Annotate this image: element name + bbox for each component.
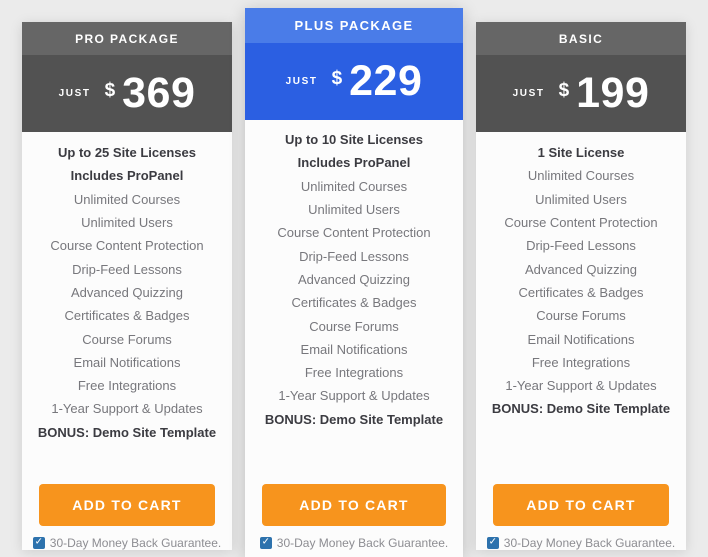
feature-item: Certificates & Badges xyxy=(291,295,417,311)
feature-item: Unlimited Courses xyxy=(527,168,635,184)
card-footer: ADD TO CART ✓ 30-Day Money Back Guarante… xyxy=(245,484,463,550)
plan-name: PRO PACKAGE xyxy=(75,31,179,46)
feature-item: Course Content Protection xyxy=(504,215,658,231)
feature-item: Course Forums xyxy=(309,318,399,334)
price-amount: 199 xyxy=(576,69,650,117)
feature-item: Drip-Feed Lessons xyxy=(72,261,182,277)
price-prefix: JUST xyxy=(512,88,545,99)
pricing-card-basic: BASIC JUST $ 199 1 Site License Unlimited… xyxy=(476,22,686,550)
feature-item: BONUS: Demo Site Template xyxy=(264,411,444,427)
guarantee-label: 30-Day Money Back Guarantee. xyxy=(503,536,676,550)
feature-item: Free Integrations xyxy=(304,365,404,381)
price-band: JUST $ 229 xyxy=(245,43,463,120)
pricing-card-pro: PRO PACKAGE JUST $ 369 Up to 25 Site Lic… xyxy=(22,22,232,550)
guarantee-label: 30-Day Money Back Guarantee. xyxy=(276,536,449,550)
feature-item: Course Content Protection xyxy=(277,225,431,241)
plan-header: PRO PACKAGE xyxy=(22,22,232,55)
feature-item: Drip-Feed Lessons xyxy=(299,248,409,264)
add-to-cart-button[interactable]: ADD TO CART xyxy=(493,484,669,526)
feature-item: Course Forums xyxy=(82,331,172,347)
feature-item: Up to 10 Site Licenses xyxy=(285,132,423,148)
price-band: JUST $ 199 xyxy=(476,55,686,132)
guarantee-row: ✓ 30-Day Money Back Guarantee. xyxy=(245,536,463,550)
feature-item: Email Notifications xyxy=(527,331,635,347)
feature-item: Includes ProPanel xyxy=(70,168,184,184)
feature-list: Up to 10 Site Licenses Includes ProPanel U… xyxy=(245,120,463,431)
currency-symbol: $ xyxy=(104,79,116,101)
feature-item: Unlimited Courses xyxy=(300,178,408,194)
feature-item: Free Integrations xyxy=(77,378,177,394)
feature-item: BONUS: Demo Site Template xyxy=(491,401,671,417)
card-footer: ADD TO CART ✓ 30-Day Money Back Guarante… xyxy=(476,484,686,550)
feature-list: Up to 25 Site Licenses Includes ProPanel U… xyxy=(22,132,232,444)
plan-header: PLUS PACKAGE xyxy=(245,8,463,43)
add-to-cart-button[interactable]: ADD TO CART xyxy=(39,484,215,526)
price-amount: 229 xyxy=(349,57,423,105)
guarantee-checkbox[interactable]: ✓ xyxy=(32,536,45,549)
feature-item: Email Notifications xyxy=(73,354,181,370)
feature-item: 1-Year Support & Updates xyxy=(51,401,203,417)
checkmark-icon: ✓ xyxy=(34,536,43,548)
feature-item: Unlimited Users xyxy=(308,202,400,218)
plan-name: BASIC xyxy=(558,31,604,46)
feature-list: 1 Site License Unlimited Courses Unlimited… xyxy=(476,132,686,421)
feature-item: Certificates & Badges xyxy=(64,308,190,324)
feature-item: Drip-Feed Lessons xyxy=(526,238,636,254)
feature-item: 1 Site License xyxy=(537,145,625,161)
price-prefix: JUST xyxy=(58,88,91,99)
card-footer: ADD TO CART ✓ 30-Day Money Back Guarante… xyxy=(22,484,232,550)
feature-item: Unlimited Users xyxy=(81,215,173,231)
feature-item: Unlimited Courses xyxy=(73,191,181,207)
guarantee-label: 30-Day Money Back Guarantee. xyxy=(49,536,222,550)
feature-item: BONUS: Demo Site Template xyxy=(37,424,217,440)
feature-item: Certificates & Badges xyxy=(518,284,644,300)
add-to-cart-button[interactable]: ADD TO CART xyxy=(262,484,446,526)
checkmark-icon: ✓ xyxy=(261,536,270,548)
feature-item: Course Content Protection xyxy=(50,238,204,254)
guarantee-checkbox[interactable]: ✓ xyxy=(486,536,499,549)
price-band: JUST $ 369 xyxy=(22,55,232,132)
guarantee-row: ✓ 30-Day Money Back Guarantee. xyxy=(476,536,686,550)
feature-item: Advanced Quizzing xyxy=(70,284,183,300)
feature-item: Advanced Quizzing xyxy=(297,271,410,287)
feature-item: 1-Year Support & Updates xyxy=(278,388,430,404)
feature-item: Course Forums xyxy=(536,308,626,324)
plan-name: PLUS PACKAGE xyxy=(294,18,414,33)
feature-item: Free Integrations xyxy=(531,354,631,370)
price-amount: 369 xyxy=(122,69,196,117)
checkmark-icon: ✓ xyxy=(488,536,497,548)
feature-item: 1-Year Support & Updates xyxy=(505,378,657,394)
feature-item: Up to 25 Site Licenses xyxy=(58,145,196,161)
price-prefix: JUST xyxy=(285,76,318,87)
feature-item: Advanced Quizzing xyxy=(524,261,637,277)
feature-item: Email Notifications xyxy=(300,341,408,357)
guarantee-checkbox[interactable]: ✓ xyxy=(259,536,272,549)
currency-symbol: $ xyxy=(331,67,343,89)
pricing-card-plus: PLUS PACKAGE JUST $ 229 Up to 10 Site Li… xyxy=(245,8,463,557)
currency-symbol: $ xyxy=(558,79,570,101)
plan-header: BASIC xyxy=(476,22,686,55)
feature-item: Unlimited Users xyxy=(535,191,627,207)
feature-item: Includes ProPanel xyxy=(297,155,411,171)
guarantee-row: ✓ 30-Day Money Back Guarantee. xyxy=(22,536,232,550)
